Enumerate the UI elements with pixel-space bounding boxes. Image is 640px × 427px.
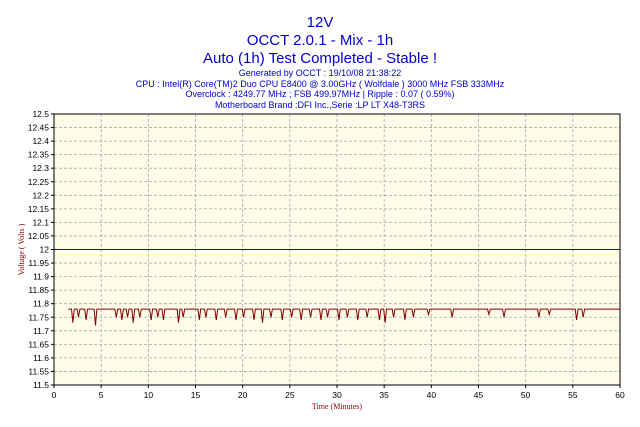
y-tick-label: 12.15: [28, 204, 50, 214]
cpu-line: CPU : Intel(R) Core(TM)2 Duo CPU E8400 @…: [135, 78, 505, 89]
y-tick-label: 12.35: [28, 150, 50, 160]
x-tick-labels: 0 5 10 15 20 25 30 35 40 45 50 55 60: [52, 390, 625, 400]
y-tick-label: 12: [40, 245, 50, 255]
x-axis-label: Time (Minutes): [312, 402, 362, 411]
y-tick-label: 11.75: [28, 312, 49, 322]
y-tick-label: 11.9: [33, 272, 49, 282]
status-line: Auto (1h) Test Completed - Stable !: [202, 50, 437, 67]
voltage-series-line: [68, 308, 620, 326]
y-tick-labels: 11.5 11.55 11.6 11.65 11.7 11.75 11.8 11.85 11.9…: [28, 109, 50, 390]
x-tick-label: 30: [332, 390, 342, 400]
generated-line: Generated by OCCT : 19/10/08 21:38:22: [238, 68, 402, 78]
y-tick-label: 11.7: [33, 326, 49, 336]
y-tick-label: 12.1: [32, 217, 49, 227]
x-tick-label: 0: [52, 390, 57, 400]
chart-title: 12V: [306, 14, 334, 31]
x-tick-label: 15: [191, 390, 201, 400]
y-tick-label: 11.55: [28, 366, 49, 376]
y-tick-label: 12.5: [32, 109, 49, 119]
y-tick-label: 11.5: [33, 380, 49, 390]
y-tick-label: 12.45: [28, 123, 50, 133]
y-tick-label: 11.85: [28, 285, 49, 295]
y-tick-label: 12.3: [32, 163, 49, 173]
y-tick-label: 11.8: [33, 299, 49, 309]
y-tick-label: 12.05: [28, 231, 50, 241]
x-tick-label: 5: [99, 390, 104, 400]
x-tick-label: 25: [285, 390, 295, 400]
x-tick-label: 20: [238, 390, 248, 400]
x-tick-label: 10: [144, 390, 154, 400]
motherboard-line: Motherboard Brand :DFI Inc.,Serie :LP LT…: [214, 99, 426, 110]
chart-header: 12V OCCT 2.0.1 - Mix - 1h Auto (1h) Test…: [0, 0, 640, 110]
y-tick-label: 11.6: [33, 353, 49, 363]
y-axis-label: Voltage ( Volts ): [17, 223, 26, 275]
x-tick-label: 55: [568, 390, 578, 400]
x-tick-label: 35: [379, 390, 389, 400]
x-tick-label: 45: [474, 390, 484, 400]
x-tick-label: 40: [427, 390, 437, 400]
y-tick-label: 12.4: [32, 136, 49, 146]
overclock-line: Overclock : 4249.77 MHz ; FSB 499.97MHz …: [185, 89, 455, 99]
y-tick-label: 12.2: [32, 190, 49, 200]
plot-frame: [53, 113, 621, 386]
x-tick-label: 50: [521, 390, 531, 400]
y-tick-label: 11.95: [28, 258, 49, 268]
y-tick-label: 11.65: [28, 339, 49, 349]
y-tick-label: 12.25: [28, 177, 50, 187]
chart-subtitle: OCCT 2.0.1 - Mix - 1h: [246, 32, 394, 49]
x-tick-label: 60: [615, 390, 625, 400]
